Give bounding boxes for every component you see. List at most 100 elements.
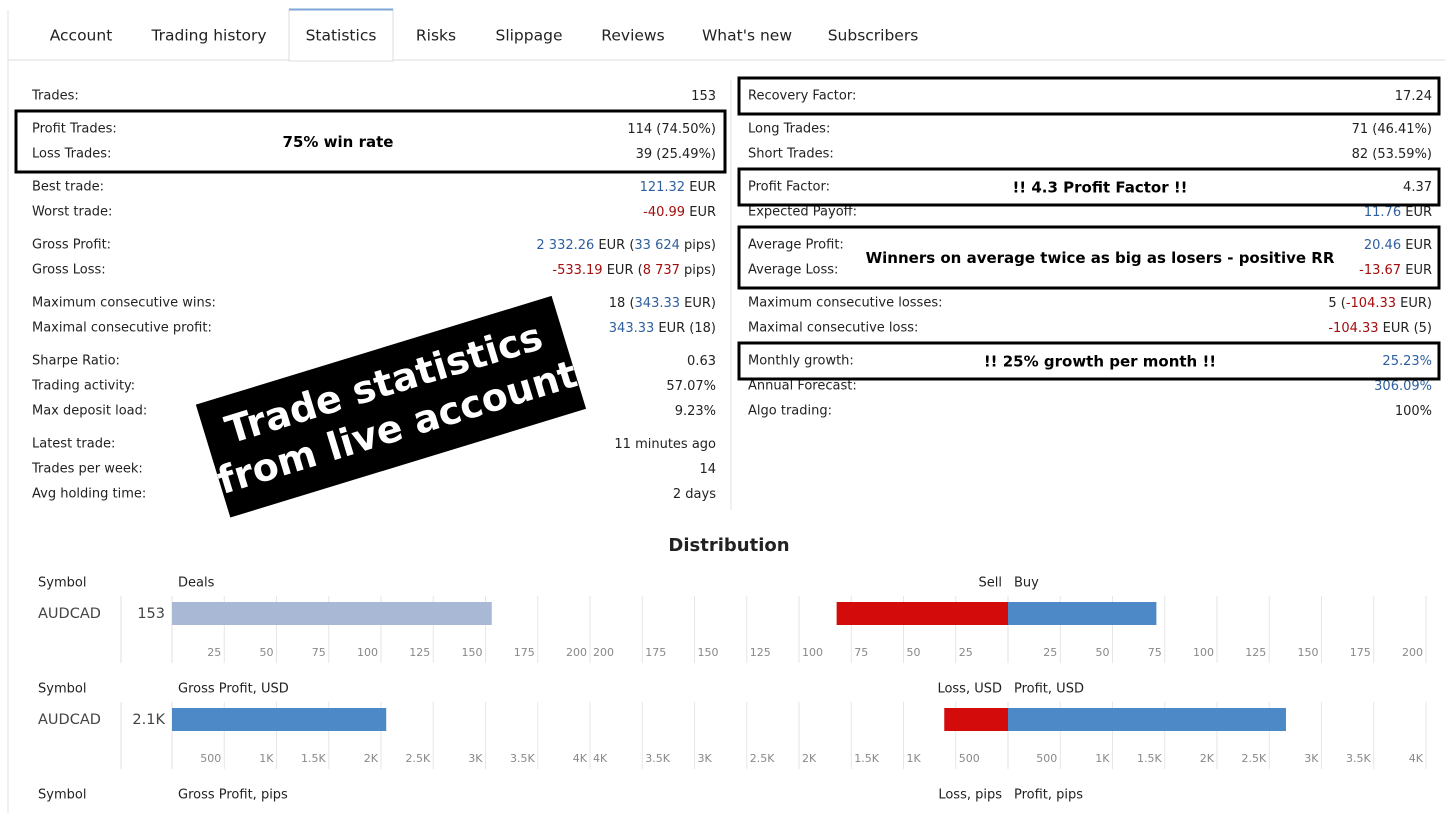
stat-label: Profit Trades: <box>32 122 117 137</box>
x-tick-label: 125 <box>1245 646 1266 659</box>
stat-label: Trades: <box>31 89 79 104</box>
value-part: 5 ( <box>1328 296 1345 311</box>
value-part: 343.33 <box>635 296 681 311</box>
stat-value: 39 (25.49%) <box>636 147 716 162</box>
annotation: !! 25% growth per month !! <box>984 353 1216 371</box>
value-part: 100% <box>1395 404 1432 419</box>
value-part: EUR ( <box>594 238 634 253</box>
stat-label: Loss Trades: <box>32 147 111 162</box>
x-tick-label: 2K <box>802 752 817 765</box>
stat-value: -13.67 EUR <box>1359 263 1432 278</box>
symbol: AUDCAD <box>38 712 101 728</box>
annotation: !! 4.3 Profit Factor !! <box>1012 179 1187 197</box>
tab[interactable]: Risks <box>416 27 456 45</box>
stat-value: 9.23% <box>675 404 716 419</box>
tab[interactable]: Trading history <box>150 27 266 45</box>
x-tick-label: 4K <box>593 752 608 765</box>
tab[interactable]: Slippage <box>495 27 562 45</box>
value-part: 18 ( <box>609 296 635 311</box>
value-label: 153 <box>137 606 165 622</box>
stat-label: Short Trades: <box>748 147 834 162</box>
tab[interactable]: Account <box>50 27 113 45</box>
section-title: Distribution <box>668 535 789 556</box>
value-part: EUR <box>1401 263 1432 278</box>
stat-label: Sharpe Ratio: <box>32 354 120 369</box>
x-tick-label: 150 <box>462 646 483 659</box>
value-part: 114 (74.50%) <box>627 122 716 137</box>
x-tick-label: 75 <box>312 646 326 659</box>
tab[interactable]: Statistics <box>306 27 377 45</box>
stat-value: 121.32 EUR <box>640 180 716 195</box>
stat-value: -40.99 EUR <box>643 205 716 220</box>
stat-value: 20.46 EUR <box>1364 238 1432 253</box>
x-tick-label: 75 <box>1148 646 1162 659</box>
value-part: 82 (53.59%) <box>1352 147 1432 162</box>
stat-label: Maximum consecutive losses: <box>748 296 942 311</box>
value-part: 0.63 <box>687 354 716 369</box>
bar <box>172 602 492 625</box>
x-tick-label: 150 <box>1298 646 1319 659</box>
value-part: 8 737 <box>643 263 680 278</box>
value-part: 9.23% <box>675 404 716 419</box>
value-part: 20.46 <box>1364 238 1401 253</box>
x-tick-label: 1K <box>1095 752 1110 765</box>
stat-label: Maximum consecutive wins: <box>32 296 216 311</box>
highlight-box <box>14 109 727 174</box>
stat-label: Worst trade: <box>32 205 112 220</box>
value-part: EUR ( <box>603 263 643 278</box>
value-part: 39 (25.49%) <box>636 147 716 162</box>
value-part: 71 (46.41%) <box>1352 122 1432 137</box>
value-part: 306.09% <box>1374 379 1432 394</box>
x-tick-label: 500 <box>1036 752 1057 765</box>
x-tick-label: 2.5K <box>1242 752 1267 765</box>
value-part: EUR <box>685 180 716 195</box>
stat-value: 114 (74.50%) <box>627 122 716 137</box>
value-part: pips) <box>680 263 716 278</box>
value-part: -104.33 <box>1346 296 1396 311</box>
series-header: Loss, USD <box>937 682 1002 697</box>
value-part: 2 days <box>673 487 716 502</box>
x-tick-label: 2.5K <box>750 752 775 765</box>
tab[interactable]: What's new <box>702 27 792 45</box>
x-tick-label: 75 <box>854 646 868 659</box>
stat-label: Gross Profit: <box>32 238 111 253</box>
tab[interactable]: Reviews <box>601 27 664 45</box>
stat-label: Average Loss: <box>748 263 838 278</box>
x-tick-label: 50 <box>1096 646 1110 659</box>
highlight-box <box>737 225 1441 290</box>
value-label: 2.1K <box>132 712 165 728</box>
value-part: 4.37 <box>1403 180 1432 195</box>
stat-label: Avg holding time: <box>32 487 146 502</box>
symbol: AUDCAD <box>38 606 101 622</box>
value-part: 11.76 <box>1364 205 1401 220</box>
symbol-header: Symbol <box>38 788 86 803</box>
value-part: EUR) <box>680 296 716 311</box>
stat-value: 4.37 <box>1403 180 1432 195</box>
tab[interactable]: Subscribers <box>828 27 919 45</box>
value-part: -13.67 <box>1359 263 1401 278</box>
value-part: EUR (18) <box>654 321 716 336</box>
x-tick-label: 25 <box>1043 646 1057 659</box>
stat-label: Algo trading: <box>748 404 832 419</box>
x-tick-label: 125 <box>409 646 430 659</box>
stat-label: Average Profit: <box>748 238 844 253</box>
bar <box>944 708 1008 731</box>
x-tick-label: 500 <box>959 752 980 765</box>
value-part: 33 624 <box>634 238 680 253</box>
stat-value: 57.07% <box>666 379 716 394</box>
x-tick-label: 25 <box>207 646 221 659</box>
x-tick-label: 1.5K <box>1137 752 1162 765</box>
value-part: -104.33 <box>1328 321 1378 336</box>
stat-label: Trading activity: <box>31 379 135 394</box>
tab-bar: Account Trading history Statistics Risks Sli… <box>50 8 919 62</box>
x-tick-label: 3.5K <box>1346 752 1371 765</box>
x-tick-label: 1.5K <box>854 752 879 765</box>
value-part: EUR (5) <box>1379 321 1432 336</box>
stat-value: 25.23% <box>1382 354 1432 369</box>
stat-value: 153 <box>691 89 716 104</box>
x-tick-label: 200 <box>1402 646 1423 659</box>
stat-label: Latest trade: <box>32 437 115 452</box>
stat-label: Trades per week: <box>31 462 143 477</box>
x-tick-label: 500 <box>200 752 221 765</box>
